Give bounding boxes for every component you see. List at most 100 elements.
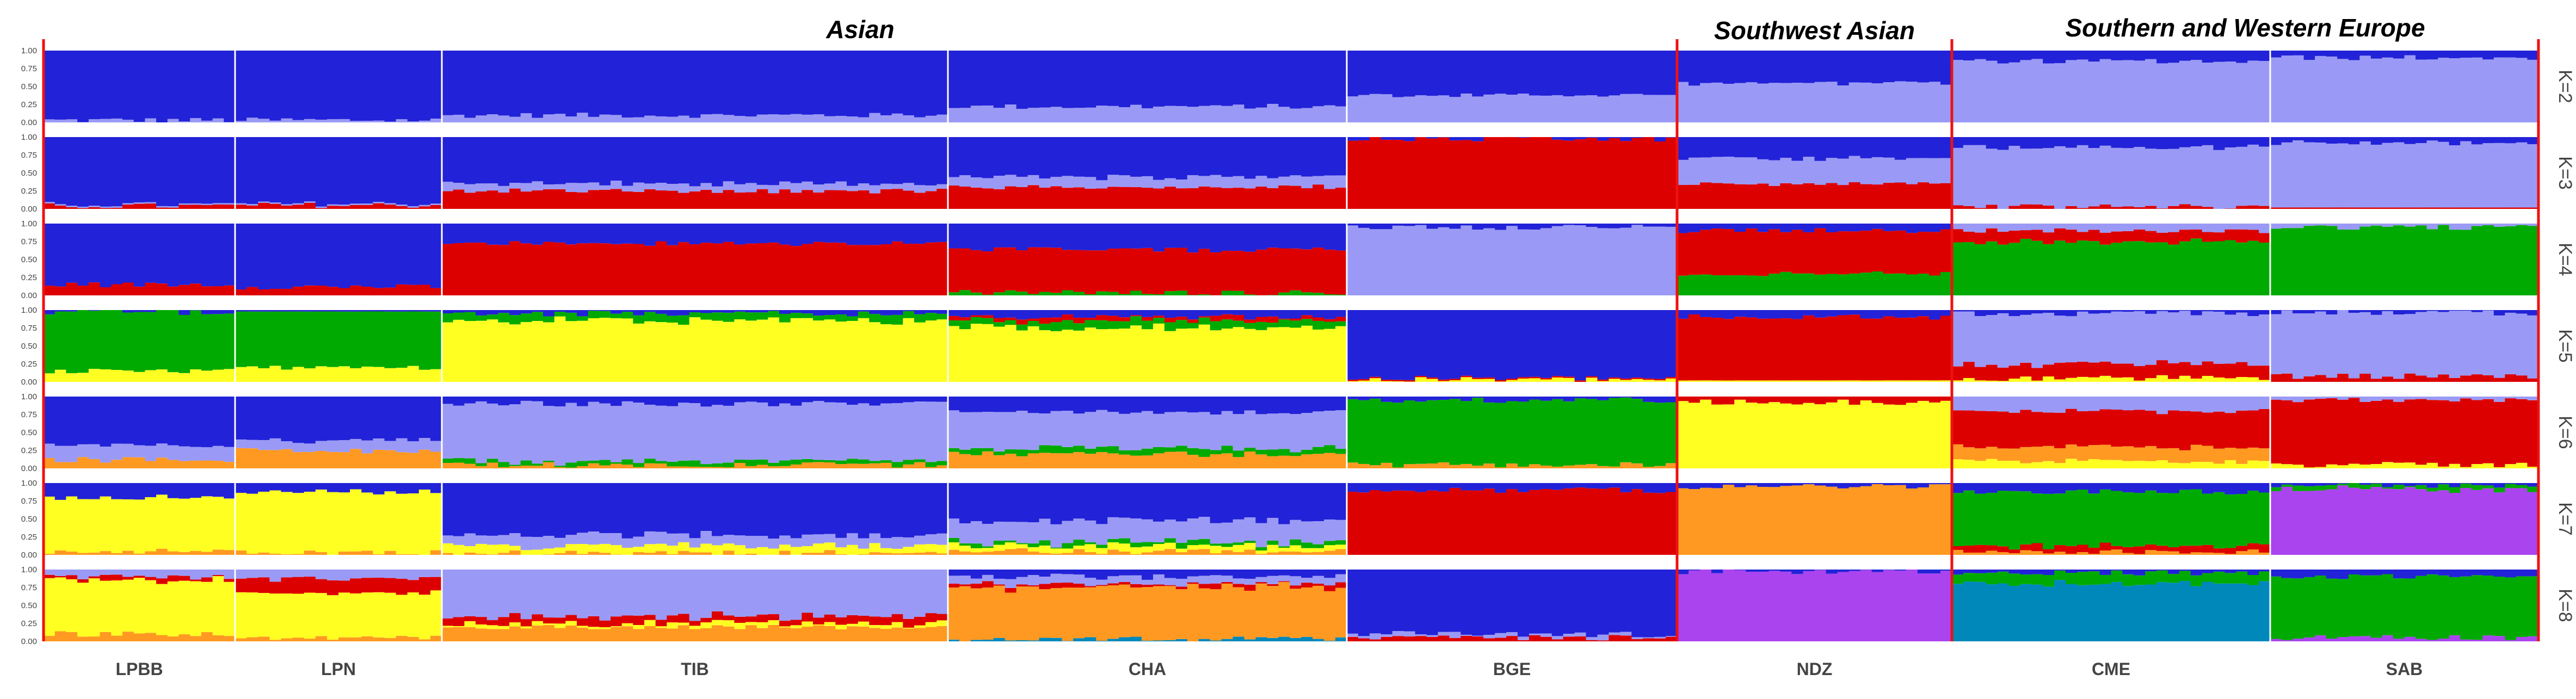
ancestry-bar-segment [1997,483,2010,491]
ancestry-bar-segment [1986,572,1998,585]
ancestry-bar-segment [1894,405,1907,468]
ancestry-bar-segment [1609,635,1620,641]
ancestry-bar-segment [156,457,168,468]
ancestry-bar-segment [1848,224,1861,232]
ancestry-bar-segment [2031,584,2043,641]
ancestry-bar-segment [1062,250,1074,290]
ancestry-bar-segment [1700,310,1712,317]
ancestry-bar-segment [1986,483,1998,493]
ancestry-bar-segment [1232,224,1245,251]
ancestry-bar-segment [1324,105,1336,122]
ancestry-bar-segment [1952,493,1964,546]
ancestry-bar-segment [1244,319,1256,323]
ancestry-bar-segment [993,451,1006,455]
ancestry-bar-segment [54,205,67,209]
ancestry-bar-segment [2088,483,2100,494]
ancestry-bar-segment [1004,587,1017,593]
ancestry-bar-segment [145,224,157,283]
ancestry-bar-segment [1768,310,1780,319]
ancestry-bar-segment [2020,376,2032,382]
ancestry-bar-segment [891,324,903,382]
ancestry-bar-segment [779,114,791,122]
ancestry-bar-segment [167,372,180,382]
ancestry-bar-segment [2505,398,2517,465]
ancestry-bar-segment [1062,582,1074,588]
ancestry-bar-segment [2031,493,2043,543]
ancestry-bar-segment [2315,142,2327,208]
ancestry-bar-segment [959,175,971,187]
ancestry-bar-segment [577,626,589,628]
ancestry-bar-segment [2449,397,2461,401]
ancestry-bar-segment [543,114,555,122]
ancestry-bar-segment [1826,158,1838,183]
ancestry-bar-segment [2527,570,2539,577]
ancestry-bar-segment [2493,207,2505,209]
ancestry-bar-segment [554,466,566,467]
ancestry-bar-segment [790,51,802,114]
ancestry-bar-segment [2270,145,2282,208]
ancestry-bar-segment [948,310,960,316]
k-label: K=6 [2555,416,2575,449]
ancestry-bar-segment [532,117,544,122]
ancestry-bar-segment [2065,570,2078,573]
ancestry-bar-segment [156,483,168,495]
ancestry-bar-segment [1551,139,1564,209]
ancestry-bar-segment [543,460,555,462]
ancestry-bar-segment [1837,572,1850,641]
ancestry-bar-segment [982,587,994,640]
ancestry-bar-segment [326,639,339,641]
ancestry-bar-segment [667,483,679,534]
ancestry-bar-segment [993,483,1006,522]
ancestry-bar-segment [2370,207,2383,209]
ancestry-bar-segment [667,554,679,555]
ancestry-bar-segment [464,321,476,382]
ancestry-bar-segment [1631,51,1643,94]
ancestry-bar-segment [2337,570,2349,579]
ancestry-bar-segment [111,483,123,499]
ancestry-bar-segment [745,483,757,536]
ancestry-bar-segment [2031,137,2043,149]
ancestry-bar-segment [396,119,408,122]
ancestry-bar-segment [1952,584,1964,641]
ancestry-bar-segment [1631,483,1643,490]
ancestry-bar-segment [178,284,190,295]
ancestry-bar-segment [982,224,994,252]
ancestry-bar-segment [1677,275,1689,295]
ancestry-bar-segment [1198,588,1211,639]
ancestry-bar-segment [167,636,180,641]
ancestry-bar-segment [633,547,645,553]
ancestry-bar-segment [1688,137,1700,158]
ancestry-bar-segment [326,492,339,555]
ancestry-bar-segment [1586,51,1598,96]
ancestry-bar-segment [2415,224,2427,226]
ancestry-bar-segment [959,397,971,412]
ancestry-bar-segment [418,206,431,209]
ancestry-bar-segment [1016,51,1028,109]
ancestry-bar-segment [2134,461,2146,468]
ancestry-bar-segment [1495,94,1507,122]
ancestry-bar-segment [1700,51,1712,83]
ancestry-bar-segment [1688,570,1700,641]
ancestry-bar-segment [1358,397,1370,400]
ancestry-bar-segment [1301,587,1313,637]
ancestry-bar-segment [2213,411,2226,449]
ancestry-bar-segment [224,636,236,641]
ancestry-bar-segment [790,405,802,460]
ancestry-bar-segment [1620,227,1632,295]
ancestry-bar-segment [1597,310,1610,380]
ancestry-bar-segment [959,317,971,321]
ancestry-bar-segment [588,401,600,461]
ancestry-bar-segment [2043,553,2055,555]
ancestry-bar-segment [486,137,498,184]
ancestry-bar-segment [1734,483,1746,487]
ancestry-bar-segment [384,311,397,368]
ancestry-bar-segment [44,286,56,295]
ancestry-bar-segment [1848,380,1861,382]
ancestry-bar-segment [258,397,270,440]
ancestry-bar-segment [1073,587,1085,639]
ancestry-bar-segment [1381,491,1393,555]
ancestry-bar-segment [1267,586,1279,638]
ancestry-bar-segment [2202,397,2214,413]
ancestry-bar-segment [2076,51,2089,60]
ancestry-bar-segment [476,483,488,536]
